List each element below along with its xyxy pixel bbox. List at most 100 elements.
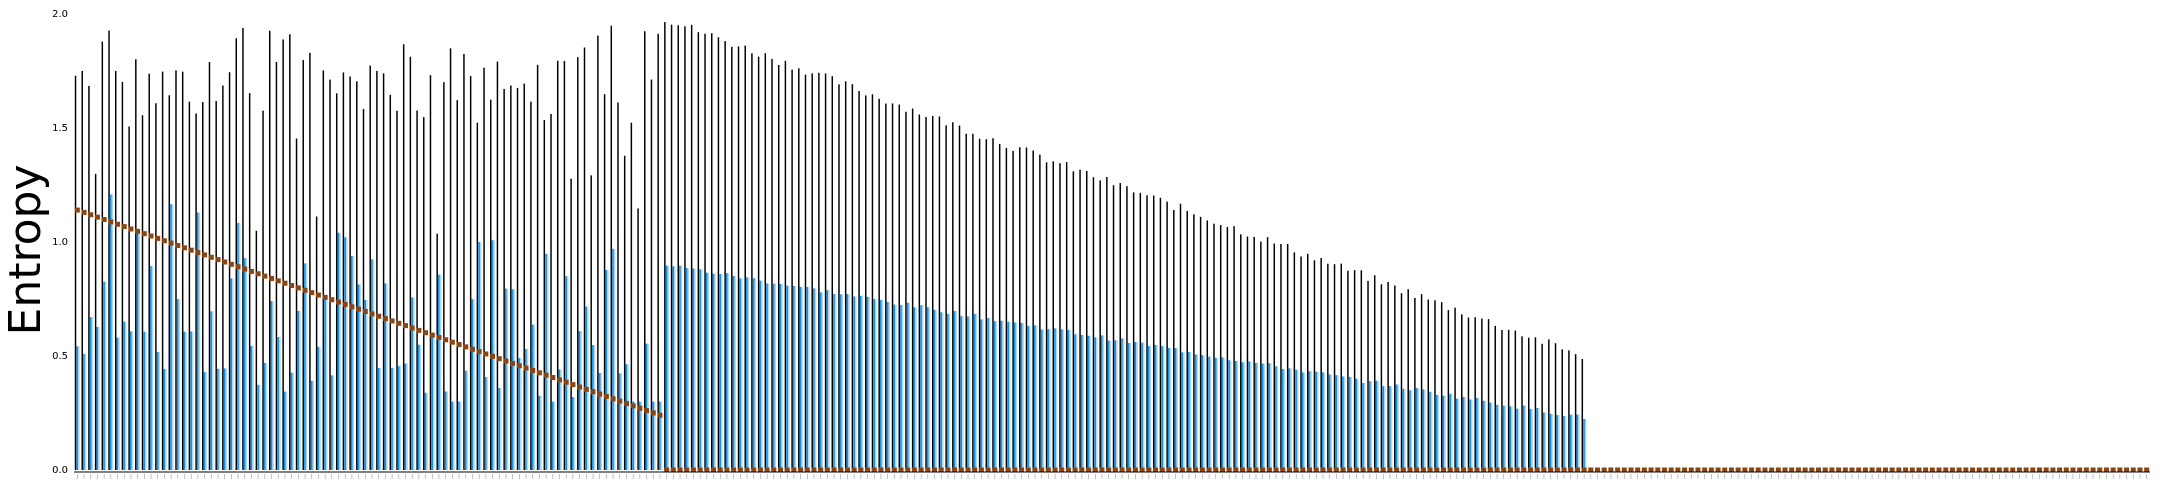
max-bar	[1353, 270, 1356, 470]
mean-marker	[1260, 467, 1266, 473]
mean-bar-light	[473, 299, 475, 470]
mean-bar	[1040, 329, 1043, 470]
mean-bar	[451, 401, 454, 470]
mean-marker	[1461, 467, 1467, 473]
mean-bar-light	[794, 285, 797, 470]
mean-bar	[391, 367, 393, 470]
mean-bar-light	[1176, 348, 1178, 470]
mean-marker	[1655, 467, 1661, 473]
mean-marker	[1065, 467, 1071, 473]
mean-bar	[833, 293, 835, 470]
mean-bar	[893, 304, 896, 470]
mean-marker	[851, 467, 857, 473]
max-bar	[905, 111, 907, 470]
mean-marker	[1628, 467, 1634, 473]
mean-bar	[752, 278, 755, 470]
max-bar	[1541, 343, 1543, 470]
mean-marker	[1427, 467, 1433, 473]
mean-marker	[1494, 467, 1500, 473]
max-bar	[188, 101, 191, 471]
mean-bar-light	[1471, 399, 1473, 470]
max-bar	[911, 108, 914, 471]
mean-bar	[813, 288, 815, 470]
mean-marker	[932, 467, 938, 473]
max-bar	[248, 93, 251, 470]
mean-bar	[223, 368, 226, 470]
max-bar	[1072, 171, 1075, 470]
mean-marker	[1132, 467, 1138, 473]
max-bar	[885, 103, 887, 470]
max-bar	[1132, 192, 1135, 470]
mean-marker	[1943, 467, 1949, 473]
mean-bar	[1281, 368, 1284, 470]
mean-marker	[1903, 467, 1909, 473]
mean-bar-light	[982, 319, 984, 470]
max-bar	[1240, 234, 1242, 470]
max-bar	[617, 102, 619, 470]
mean-marker	[2090, 467, 2096, 473]
mean-marker	[309, 290, 315, 296]
mean-bar-light	[694, 268, 696, 470]
mean-marker	[1615, 467, 1621, 473]
mean-bar	[1576, 414, 1579, 470]
mean-marker	[804, 467, 810, 473]
mean-bar-light	[1136, 341, 1138, 470]
mean-marker	[1039, 467, 1045, 473]
max-bar	[1186, 210, 1188, 470]
mean-bar	[739, 278, 742, 470]
max-bar	[717, 37, 720, 471]
mean-bar-light	[412, 297, 415, 470]
mean-marker	[1025, 467, 1031, 473]
mean-bar-light	[781, 283, 783, 470]
mean-bar-light	[1551, 413, 1553, 470]
mean-bar-light	[1049, 329, 1051, 470]
mean-marker	[336, 299, 342, 305]
mean-marker	[985, 467, 991, 473]
max-bar	[858, 91, 860, 471]
mean-bar	[531, 324, 534, 470]
y-axis: 0.0 0.5 1.0 1.5 2.0	[52, 9, 68, 476]
mean-bar	[819, 292, 822, 470]
mean-marker	[871, 467, 877, 473]
mean-marker	[476, 349, 482, 355]
mean-marker	[248, 268, 254, 274]
mean-marker	[1675, 467, 1681, 473]
max-bar	[838, 84, 840, 471]
mean-bar-light	[667, 265, 669, 470]
mean-marker	[1360, 467, 1366, 473]
mean-bar-light	[1075, 334, 1078, 470]
mean-marker	[2043, 467, 2049, 473]
max-bar	[128, 126, 130, 471]
mean-bar-light	[1109, 340, 1111, 470]
max-bar	[938, 116, 941, 470]
mean-bar-light	[366, 299, 368, 470]
mean-bar	[779, 283, 782, 470]
mean-bar-light	[1370, 381, 1373, 470]
max-bar	[1086, 171, 1088, 470]
mean-bar	[685, 268, 688, 470]
mean-bar-light	[165, 368, 167, 470]
max-bar	[1474, 317, 1476, 470]
mean-marker	[1916, 467, 1922, 473]
mean-marker	[1648, 467, 1654, 473]
mean-bar-light	[573, 397, 576, 470]
max-bar	[570, 178, 572, 471]
mean-bar-light	[1163, 346, 1165, 470]
max-bar	[235, 38, 237, 470]
mean-bar-light	[285, 391, 288, 470]
mean-bar	[1188, 352, 1190, 470]
mean-bar-light	[1571, 414, 1574, 470]
mean-bar-light	[1363, 383, 1366, 470]
max-bar	[289, 34, 291, 470]
mean-bar	[217, 368, 219, 470]
max-bar	[1005, 147, 1008, 470]
mean-bar-light	[1055, 328, 1058, 470]
mean-marker	[302, 287, 308, 293]
max-bar	[1179, 203, 1182, 470]
mean-bar-light	[727, 273, 730, 470]
mean-marker	[2003, 467, 2009, 473]
mean-marker	[751, 467, 757, 473]
mean-marker	[1226, 467, 1232, 473]
mean-marker	[423, 330, 429, 336]
mean-bar	[625, 364, 628, 470]
